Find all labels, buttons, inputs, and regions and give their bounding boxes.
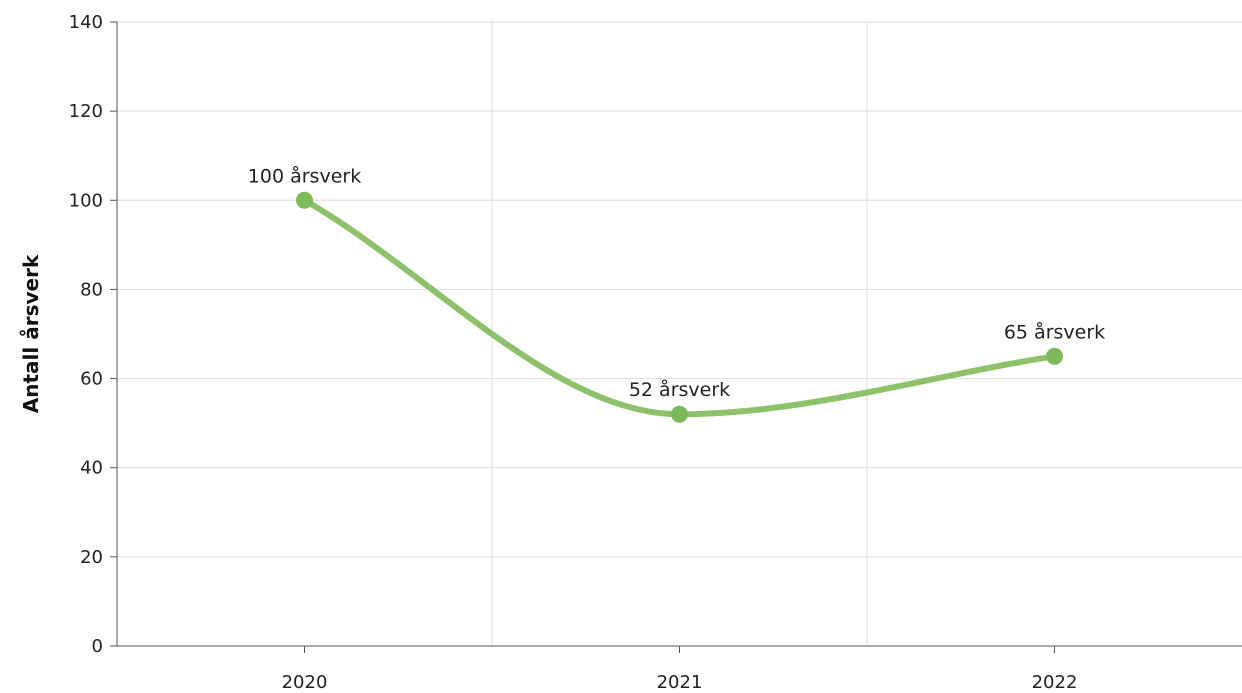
- y-tick-label: 0: [92, 636, 103, 657]
- labels: 100 årsverk 52 årsverk 65 årsverk: [248, 164, 1105, 401]
- data-label: 52 årsverk: [629, 378, 730, 401]
- data-point[interactable]: [296, 191, 313, 209]
- y-tick-label: 120: [69, 101, 103, 122]
- data-point[interactable]: [671, 405, 688, 423]
- data-label: 100 årsverk: [248, 164, 361, 187]
- x-tick-label: 2020: [282, 672, 328, 693]
- x-tick-label: 2021: [657, 672, 703, 693]
- y-axis-title: Antall årsverk: [19, 254, 43, 413]
- y-tick-label: 60: [80, 369, 103, 390]
- axes: 0 20 40 60 80 100 120 140 2020 2021 2022: [69, 12, 1242, 693]
- y-tick-label: 20: [80, 547, 103, 568]
- x-tick-label: 2022: [1032, 672, 1078, 693]
- y-tick-label: 80: [80, 279, 103, 300]
- y-tick-label: 40: [80, 458, 103, 479]
- y-tick-label: 140: [69, 12, 103, 33]
- series: [296, 191, 1063, 423]
- data-point[interactable]: [1046, 347, 1063, 365]
- y-tick-label: 100: [69, 190, 103, 211]
- data-label: 65 årsverk: [1004, 320, 1105, 343]
